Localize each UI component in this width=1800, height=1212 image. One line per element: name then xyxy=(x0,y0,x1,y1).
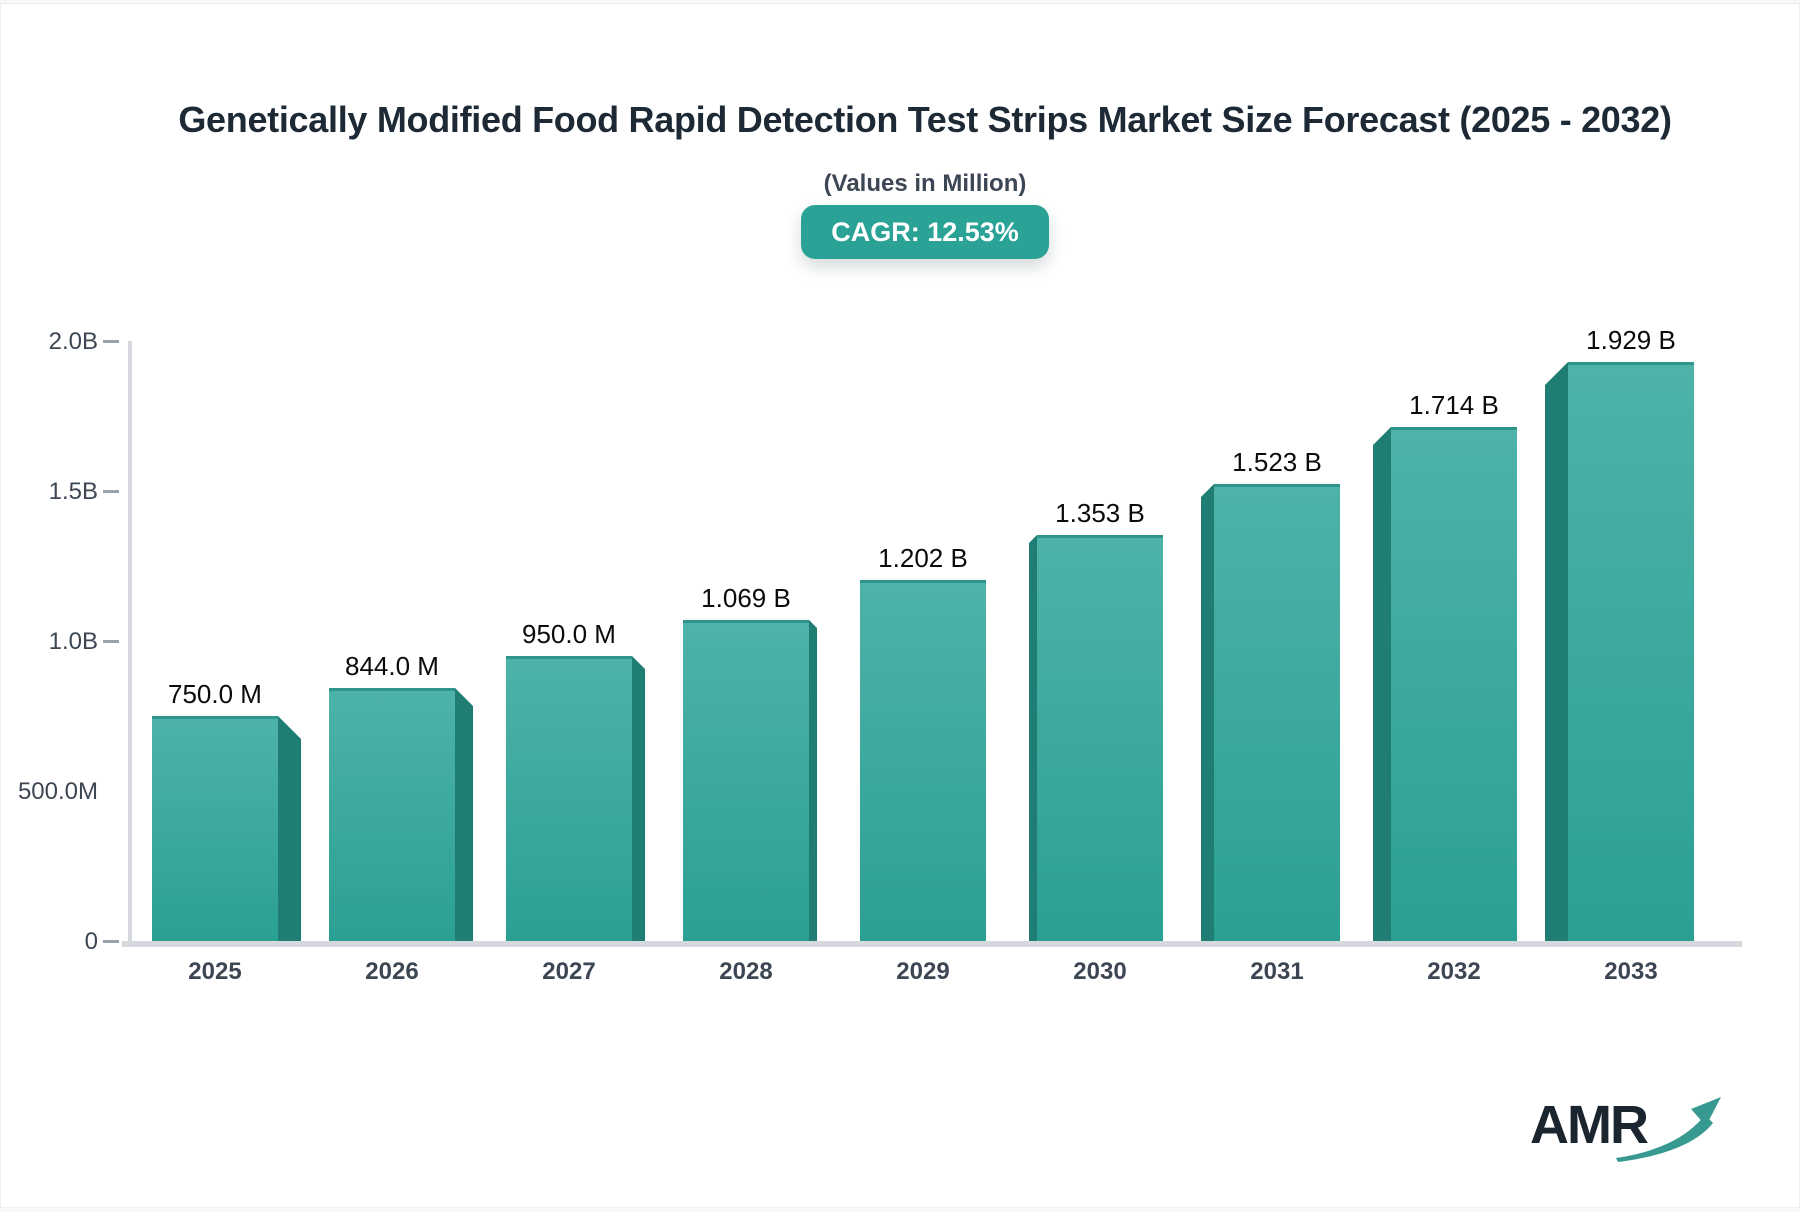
card-bottom-edge xyxy=(0,1207,1800,1212)
bar-value-2029: 1.202 B xyxy=(878,543,968,573)
x-axis-label-2033: 2033 xyxy=(1604,958,1658,985)
y-axis-tick-0 xyxy=(103,940,119,943)
x-axis-label-2029: 2029 xyxy=(896,958,950,985)
bar-value-2025: 750.0 M xyxy=(168,679,262,709)
bar-2027 xyxy=(506,656,632,941)
cagr-badge: CAGR: 12.53% xyxy=(801,205,1049,259)
y-axis-label-2.0B: 2.0B xyxy=(48,328,98,355)
y-axis-tick-1.5B xyxy=(103,490,119,493)
y-axis-label-1.0B: 1.0B xyxy=(48,628,98,655)
card-top-edge xyxy=(0,0,1800,4)
bar-side-2030 xyxy=(1029,535,1037,941)
bar-2033 xyxy=(1568,362,1694,941)
bar-2029 xyxy=(860,580,986,941)
bar-2026 xyxy=(329,688,455,941)
y-axis-line xyxy=(128,341,132,947)
growth-arrow-icon xyxy=(1616,1097,1721,1162)
x-axis-label-2030: 2030 xyxy=(1073,958,1127,985)
bar-side-2026 xyxy=(455,688,473,941)
y-axis-label-0: 0 xyxy=(84,928,98,955)
y-axis-label-500.0M: 500.0M xyxy=(17,778,98,805)
bar-value-2028: 1.069 B xyxy=(701,583,791,613)
bar-side-2031 xyxy=(1201,484,1214,941)
bar-value-2026: 844.0 M xyxy=(345,651,439,681)
bar-2028 xyxy=(683,620,809,941)
bar-side-2028 xyxy=(809,620,817,941)
x-axis-label-2032: 2032 xyxy=(1427,958,1481,985)
amr-logo-text: AMR xyxy=(1530,1095,1648,1155)
bar-value-2030: 1.353 B xyxy=(1055,498,1145,528)
bar-2031 xyxy=(1214,484,1340,941)
x-axis-label-2026: 2026 xyxy=(365,958,419,985)
bar-side-2033 xyxy=(1545,362,1568,941)
x-axis-line xyxy=(122,941,1742,947)
y-axis-tick-1.0B xyxy=(103,640,119,643)
x-axis-label-2025: 2025 xyxy=(188,958,242,985)
bar-value-2027: 950.0 M xyxy=(522,619,616,649)
bar-2030 xyxy=(1037,535,1163,941)
bar-side-2025 xyxy=(278,716,301,941)
amr-logo: AMR xyxy=(1530,1095,1721,1162)
x-axis-label-2027: 2027 xyxy=(542,958,596,985)
bar-value-2033: 1.929 B xyxy=(1586,325,1676,355)
bar-2032 xyxy=(1391,427,1517,941)
bar-side-2027 xyxy=(632,656,645,941)
y-axis-tick-2.0B xyxy=(103,340,119,343)
bar-value-2032: 1.714 B xyxy=(1409,390,1499,420)
chart-header: Genetically Modified Food Rapid Detectio… xyxy=(50,94,1800,259)
x-axis-label-2031: 2031 xyxy=(1250,958,1304,985)
page-title: Genetically Modified Food Rapid Detectio… xyxy=(178,99,1672,140)
x-axis-label-2028: 2028 xyxy=(719,958,773,985)
bar-value-2031: 1.523 B xyxy=(1232,447,1322,477)
bar-2025 xyxy=(152,716,278,941)
y-axis-label-1.5B: 1.5B xyxy=(48,478,98,505)
bar-side-2032 xyxy=(1373,427,1391,941)
chart-subtitle: (Values in Million) xyxy=(823,170,1027,197)
